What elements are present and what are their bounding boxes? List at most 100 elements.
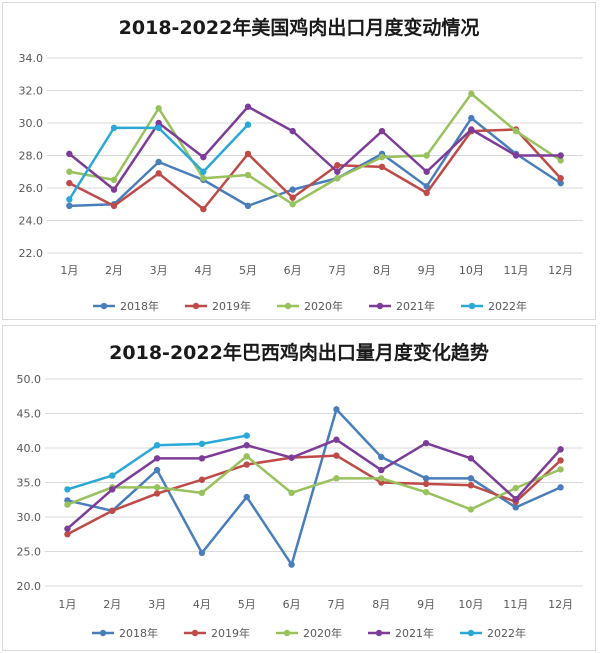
data-point bbox=[378, 475, 385, 482]
x-tick-label: 2月 bbox=[103, 598, 121, 611]
data-point bbox=[110, 124, 118, 132]
data-point bbox=[64, 486, 71, 493]
data-point bbox=[244, 103, 252, 110]
data-point bbox=[244, 150, 252, 158]
data-point bbox=[66, 196, 73, 203]
data-point bbox=[66, 168, 73, 175]
data-point bbox=[333, 452, 340, 459]
y-tick-label: 30.0 bbox=[17, 511, 42, 524]
data-point bbox=[422, 439, 430, 447]
y-tick-label: 34.0 bbox=[19, 52, 44, 65]
legend-item: 2020年 bbox=[276, 626, 342, 640]
data-point bbox=[333, 475, 340, 482]
legend-label: 2018年 bbox=[120, 299, 159, 313]
data-point bbox=[557, 152, 564, 159]
legend-label: 2018年 bbox=[119, 626, 158, 640]
x-tick-label: 7月 bbox=[327, 598, 345, 611]
data-point bbox=[66, 179, 73, 187]
data-point bbox=[66, 202, 73, 210]
data-point bbox=[468, 114, 475, 122]
data-point bbox=[244, 202, 252, 210]
data-point bbox=[288, 489, 295, 497]
data-point bbox=[289, 127, 296, 135]
x-tick-label: 11月 bbox=[503, 598, 528, 611]
legend-item: 2021年 bbox=[368, 626, 434, 640]
x-tick-label: 8月 bbox=[373, 264, 391, 277]
x-tick-label: 9月 bbox=[417, 598, 435, 611]
legend-label: 2019年 bbox=[211, 626, 250, 640]
legend-item: 2018年 bbox=[93, 299, 159, 313]
data-point bbox=[334, 168, 341, 175]
data-point bbox=[378, 466, 385, 474]
data-point bbox=[64, 531, 71, 538]
data-point bbox=[512, 504, 519, 511]
chart-title-brazil: 2018-2022年巴西鸡肉出口量月度变化趋势 bbox=[109, 342, 489, 364]
series-line-2019年 bbox=[66, 454, 562, 536]
data-point bbox=[153, 442, 161, 449]
data-point bbox=[200, 168, 207, 175]
legend-item: 2021年 bbox=[369, 299, 435, 313]
data-point bbox=[378, 127, 386, 135]
x-tick-label: 3月 bbox=[148, 598, 166, 611]
data-point bbox=[155, 119, 162, 127]
x-tick-label: 6月 bbox=[283, 598, 301, 611]
data-point bbox=[468, 126, 475, 133]
x-tick-label: 1月 bbox=[58, 598, 76, 611]
x-tick-label: 12月 bbox=[548, 264, 573, 277]
data-point bbox=[243, 453, 250, 460]
data-point bbox=[289, 194, 296, 201]
data-point bbox=[378, 153, 386, 161]
data-point bbox=[422, 480, 430, 488]
legend-label: 2020年 bbox=[304, 299, 343, 313]
chart-brazil-svg: 20.0 25.0 30.0 35.0 40.0 45.0 50.0 1月 2月 3月 4月 5月 6月… bbox=[17, 373, 583, 640]
series-line-2018年 bbox=[67, 408, 562, 566]
x-tick-label: 11月 bbox=[504, 264, 529, 277]
data-point bbox=[423, 183, 430, 190]
y-tick-label: 22.0 bbox=[19, 247, 44, 260]
legend-swatch-marker bbox=[375, 629, 383, 637]
data-point bbox=[64, 501, 71, 508]
data-point bbox=[243, 461, 250, 468]
data-point bbox=[155, 170, 162, 177]
data-point bbox=[512, 495, 519, 503]
data-point bbox=[109, 486, 116, 493]
legend-swatch-marker bbox=[192, 302, 200, 310]
x-tick-label: 3月 bbox=[150, 264, 168, 277]
data-point bbox=[512, 152, 520, 159]
y-tick-label: 30.0 bbox=[19, 117, 44, 130]
data-point bbox=[557, 175, 564, 182]
legend-label: 2022年 bbox=[488, 299, 527, 313]
data-point bbox=[155, 124, 162, 132]
data-point bbox=[288, 454, 295, 461]
chart-us-svg: 22.0 24.0 26.0 28.0 30.0 32.0 34.0 1月 2月 3月 4月 5月 6月… bbox=[19, 52, 583, 313]
data-point bbox=[334, 162, 341, 169]
x-tick-label: 4月 bbox=[194, 264, 212, 277]
data-point bbox=[378, 163, 386, 171]
legend-label: 2021年 bbox=[396, 299, 435, 313]
legend-item: 2022年 bbox=[460, 626, 526, 640]
legend-swatch-marker bbox=[99, 629, 107, 637]
legend-swatch-marker bbox=[100, 302, 108, 310]
data-point bbox=[512, 127, 520, 135]
data-point bbox=[467, 475, 475, 482]
x-tick-label: 1月 bbox=[60, 264, 78, 277]
data-point bbox=[289, 201, 296, 208]
data-point bbox=[333, 406, 340, 413]
data-point bbox=[200, 205, 207, 213]
data-point bbox=[198, 549, 206, 557]
x-tick-label: 5月 bbox=[238, 598, 256, 611]
y-tick-label: 28.0 bbox=[19, 150, 44, 163]
data-point bbox=[200, 175, 207, 182]
series-line-2019年 bbox=[68, 128, 562, 211]
legend-item: 2019年 bbox=[185, 299, 251, 313]
data-point bbox=[557, 466, 564, 473]
data-point bbox=[243, 493, 250, 501]
legend-swatch-marker bbox=[284, 302, 292, 310]
data-point bbox=[468, 90, 475, 97]
data-point bbox=[422, 488, 430, 496]
data-point bbox=[198, 455, 206, 462]
data-point bbox=[557, 457, 564, 464]
x-tick-label: 12月 bbox=[548, 598, 573, 611]
data-point bbox=[153, 490, 161, 497]
data-point bbox=[153, 484, 161, 491]
